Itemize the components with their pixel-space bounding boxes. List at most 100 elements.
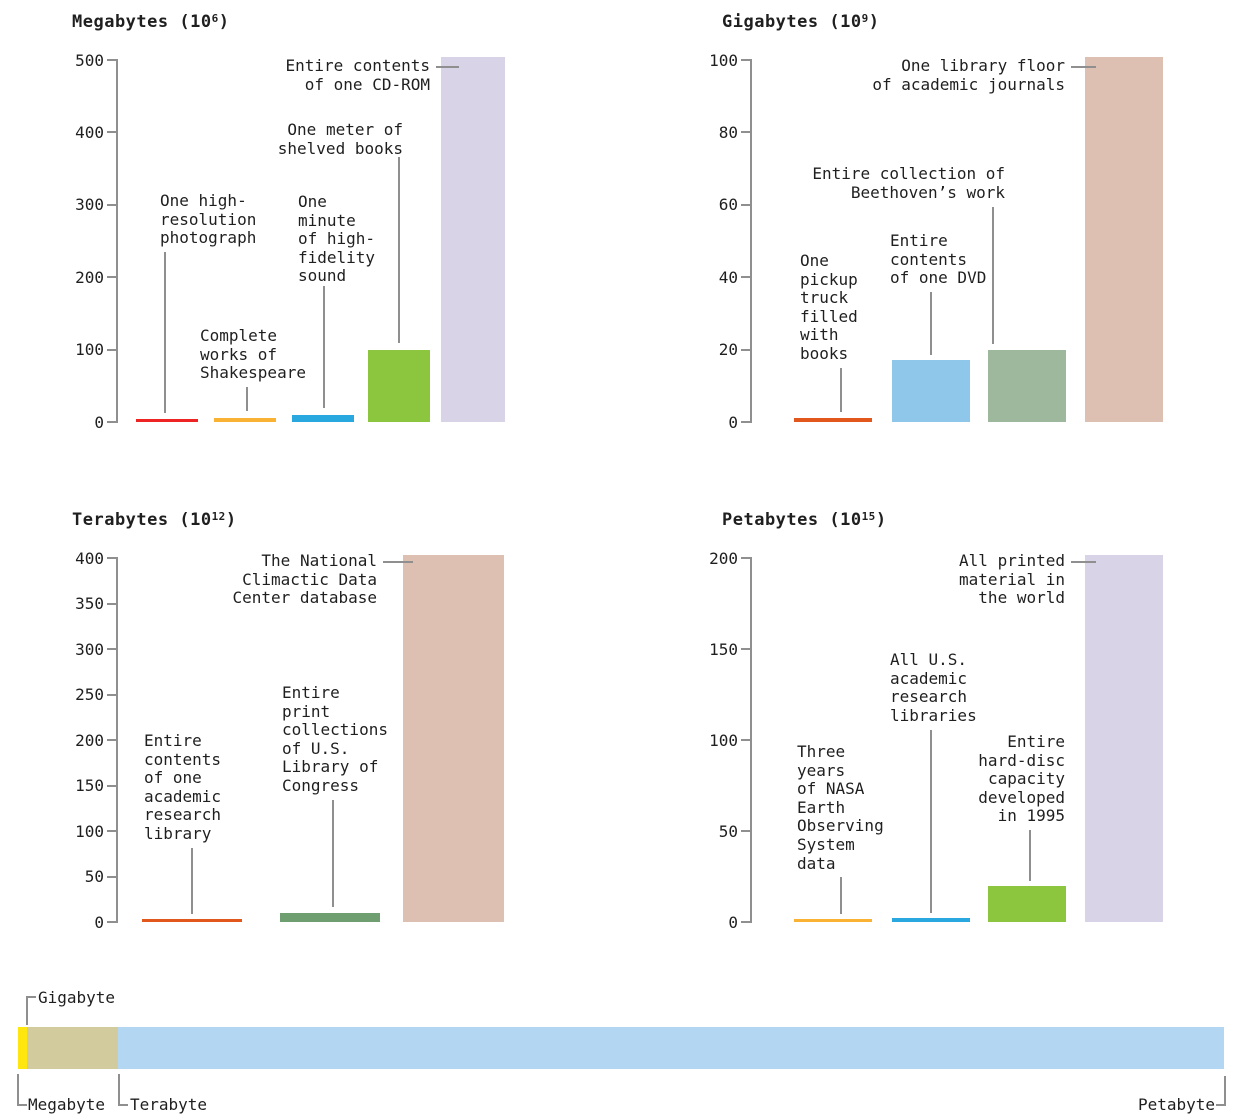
scale-label-connector [118,1074,120,1106]
y-tick-label: 0 [728,912,738,932]
y-tick-label: 0 [94,912,104,932]
annotation-dash-line [383,561,413,563]
bar [794,418,872,422]
chart-title-exponent: 15 [861,510,876,523]
y-tick [741,421,752,423]
y-tick [741,348,752,351]
chart-title-text: Megabytes (10 [72,12,212,32]
scale-label-connector [17,1074,19,1106]
bar-annotation: Entire print collections of U.S. Library… [282,683,388,795]
y-tick [107,59,118,61]
scale-segment-gigabyte-terabyte [27,1027,118,1069]
chart-title-text: Terabytes (10 [72,510,212,530]
bar [214,418,276,422]
annotation-leader-line [840,368,842,412]
y-axis-line [750,59,752,423]
chart-title: Petabytes (1015) [722,510,887,530]
y-tick [741,203,752,206]
annotation-leader-line [992,207,994,344]
annotation-leader-line [398,157,400,343]
scale-label-connector [17,1104,27,1106]
y-tick-label: 0 [728,412,738,432]
y-tick-label: 100 [75,340,104,360]
bar [892,918,970,922]
y-tick-label: 100 [709,730,738,750]
bar [794,919,872,922]
y-tick [107,557,118,559]
chart-title-close: ) [218,12,230,32]
annotation-leader-line [246,387,248,411]
bar [280,913,380,922]
y-tick [741,921,752,923]
y-tick [107,131,118,134]
chart-title: Megabytes (106) [72,12,229,32]
annotation-leader-line [332,800,334,907]
bar [988,886,1066,922]
y-tick-label: 400 [75,122,104,142]
y-tick [741,131,752,134]
bar-annotation: The National Climactic Data Center datab… [232,551,378,608]
scale-segment-megabyte-gigabyte [18,1027,27,1069]
annotation-leader-line [840,877,842,914]
bar-annotation: Entire collection of Beethoven’s work [812,164,1005,202]
scale-label-megabyte: Megabyte [28,1095,106,1114]
annotation-leader-line [164,252,166,413]
bar-annotation: Entire contents of one academic research… [144,731,222,843]
y-tick [107,921,118,923]
y-tick-label: 200 [75,267,104,287]
y-tick-label: 250 [75,685,104,704]
annotation-leader-line [191,848,193,914]
y-tick [741,557,752,559]
scale-label-connector [26,996,28,1025]
chart-title-text: Petabytes (10 [722,510,862,530]
y-tick [107,203,118,206]
y-tick [107,739,118,741]
chart-title: Terabytes (1012) [72,510,237,530]
y-tick-label: 150 [709,639,738,659]
annotation-leader-line [1029,830,1031,881]
chart-title-text: Gigabytes (10 [722,12,862,32]
y-tick [107,276,118,279]
bar-annotation: Three years of NASA Earth Observing Syst… [797,742,884,873]
scale-label-connector [118,1104,128,1106]
y-tick [741,830,752,832]
bar [441,57,505,422]
bar-annotation: One meter of shelved books [277,120,403,158]
y-tick-label: 80 [718,122,738,142]
scale-label-petabyte: Petabyte [1137,1095,1215,1114]
y-tick-label: 0 [94,412,104,432]
bar-annotation: Complete works of Shakespeare [200,326,306,383]
y-tick [741,59,752,61]
bar [988,350,1066,422]
bar-annotation: Entire hard-disc capacity developed in 1… [978,732,1065,826]
annotation-dash-line [1071,66,1096,68]
y-tick-label: 200 [709,548,738,568]
scale-label-connector [1224,1076,1226,1106]
scale-label-terabyte: Terabyte [130,1095,208,1114]
y-tick [107,830,118,832]
y-tick [107,784,118,787]
scale-label-gigabyte: Gigabyte [38,988,116,1007]
scale-label-connector [27,996,36,998]
bar-annotation: All U.S. academic research libraries [890,650,977,725]
scale-label-connector [1216,1104,1226,1106]
bar-annotation: Entire contents of one DVD [890,231,987,288]
annotation-dash-line [436,66,459,68]
chart-title-close: ) [225,510,237,530]
bar [1085,555,1163,922]
bar-annotation: One high- resolution photograph [160,191,257,248]
bar-annotation: All printed material in the world [959,551,1065,608]
chart-title-close: ) [875,510,887,530]
y-tick-label: 50 [718,821,738,841]
y-tick [107,421,118,423]
y-tick [107,875,118,878]
chart-title-close: ) [868,12,880,32]
y-tick [741,648,752,650]
bar [368,350,430,422]
bar [892,360,970,422]
bar [142,919,242,922]
bar-annotation: One library floor of academic journals [872,56,1065,94]
y-tick-label: 100 [709,50,738,70]
y-axis-line [116,59,118,423]
